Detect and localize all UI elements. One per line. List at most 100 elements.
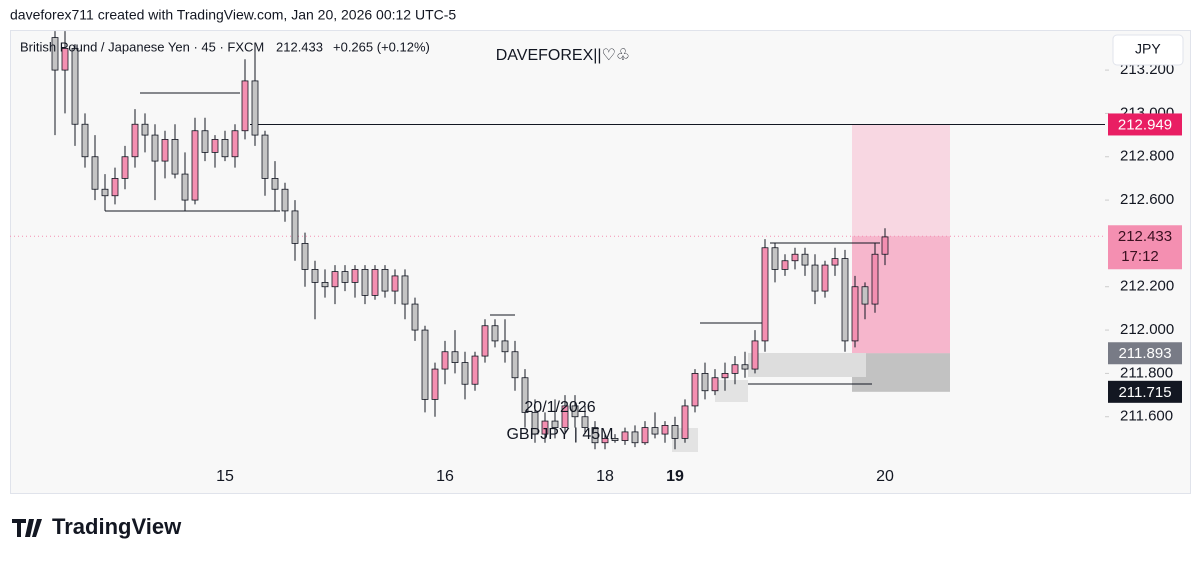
candle-body <box>731 364 739 374</box>
candle-body <box>791 253 799 262</box>
candle-body <box>661 425 669 435</box>
price-tag <box>1108 342 1182 365</box>
candle-body <box>161 139 169 162</box>
candle-body <box>281 188 289 212</box>
candle-body <box>501 340 509 353</box>
candle-body <box>601 438 609 444</box>
candle-body <box>121 156 129 179</box>
candle-body <box>781 260 789 270</box>
candle-body <box>171 139 179 175</box>
price-tag-label: 212.433 <box>1118 228 1172 245</box>
header: daveforex711 created with TradingView.co… <box>10 7 456 23</box>
watermark: DAVEFOREX||♡♧ <box>496 47 631 64</box>
candle-body <box>91 156 99 190</box>
x-tick-label: 16 <box>436 468 454 485</box>
candle-body <box>141 123 149 136</box>
candle-body <box>181 173 189 201</box>
candle-body <box>461 362 469 385</box>
candle-body <box>371 269 379 296</box>
candle-body <box>401 275 409 305</box>
candle-body <box>641 427 649 444</box>
candle-body <box>671 425 679 439</box>
candle-body <box>361 269 369 296</box>
candle-body <box>381 269 389 292</box>
last-price: 212.433 <box>276 39 323 54</box>
candle-body <box>721 373 729 379</box>
candle-body <box>51 37 59 71</box>
candle-body <box>691 373 699 407</box>
candle-body <box>531 412 539 435</box>
candle-body <box>701 373 709 392</box>
zone <box>748 353 866 377</box>
candle-body <box>651 427 659 435</box>
candle-body <box>551 420 559 428</box>
x-tick-label: 15 <box>216 468 234 485</box>
candle-body <box>611 438 619 441</box>
candle-body <box>301 243 309 270</box>
candle-body <box>411 303 419 331</box>
candle-body <box>221 139 229 158</box>
zone <box>715 380 748 402</box>
candle-body <box>101 188 109 197</box>
candle-body <box>391 275 399 292</box>
countdown: 17:12 <box>1121 248 1159 265</box>
candle-body <box>341 271 349 283</box>
chart-pane <box>10 30 1191 494</box>
candle-body <box>491 325 499 342</box>
candle-body <box>81 123 89 158</box>
price-tag-label: 211.893 <box>1118 345 1171 362</box>
target-zone <box>852 124 950 354</box>
candle-body <box>451 351 459 363</box>
candle-body <box>431 368 439 400</box>
price-tag <box>1108 113 1182 136</box>
candle-body <box>61 48 69 71</box>
currency-button[interactable] <box>1112 34 1184 66</box>
candle-body <box>541 420 549 435</box>
candle-body <box>471 355 479 385</box>
annotation: GBPJPY | 45M <box>506 426 613 443</box>
candle-body <box>111 178 119 197</box>
candle-body <box>591 427 599 444</box>
candle-body <box>241 80 249 132</box>
candle-body <box>841 258 849 342</box>
candle-body <box>521 377 529 413</box>
candle-body <box>801 253 809 266</box>
candle-body <box>831 258 839 266</box>
candle-body <box>291 210 299 244</box>
candle-body <box>631 431 639 444</box>
candle-body <box>251 80 259 136</box>
candle-body <box>191 130 199 201</box>
candle-body <box>131 123 139 158</box>
candle-body <box>351 269 359 283</box>
stop-zone <box>852 353 950 392</box>
candle-body <box>881 236 889 255</box>
candle-body <box>871 253 879 305</box>
candle-body <box>851 286 859 342</box>
candle-body <box>201 130 209 153</box>
candle-body <box>511 351 519 379</box>
candle-body <box>481 325 489 357</box>
logo <box>12 519 42 537</box>
x-tick-label: 19 <box>666 468 684 485</box>
candle-body <box>811 264 819 292</box>
candle-body <box>741 364 749 370</box>
x-tick-label: 18 <box>596 468 614 485</box>
x-tick-label: 20 <box>876 468 894 485</box>
y-tick-label: 212.200 <box>1120 278 1174 295</box>
candle-body <box>311 269 319 283</box>
candle-body <box>71 48 79 125</box>
change: +0.265 (+0.12%) <box>333 39 430 54</box>
candle-body <box>261 134 269 179</box>
candle-body <box>861 286 869 305</box>
price-tag <box>1108 225 1182 270</box>
candle-body <box>771 247 779 270</box>
price-tag <box>1108 380 1182 403</box>
candle-body <box>621 431 629 441</box>
candle-body <box>271 178 279 190</box>
candle-body <box>331 271 339 288</box>
currency[interactable]: JPY <box>1135 41 1161 57</box>
candle-body <box>751 340 759 370</box>
candle-body <box>711 377 719 392</box>
price-tag-label: 211.715 <box>1118 384 1171 401</box>
